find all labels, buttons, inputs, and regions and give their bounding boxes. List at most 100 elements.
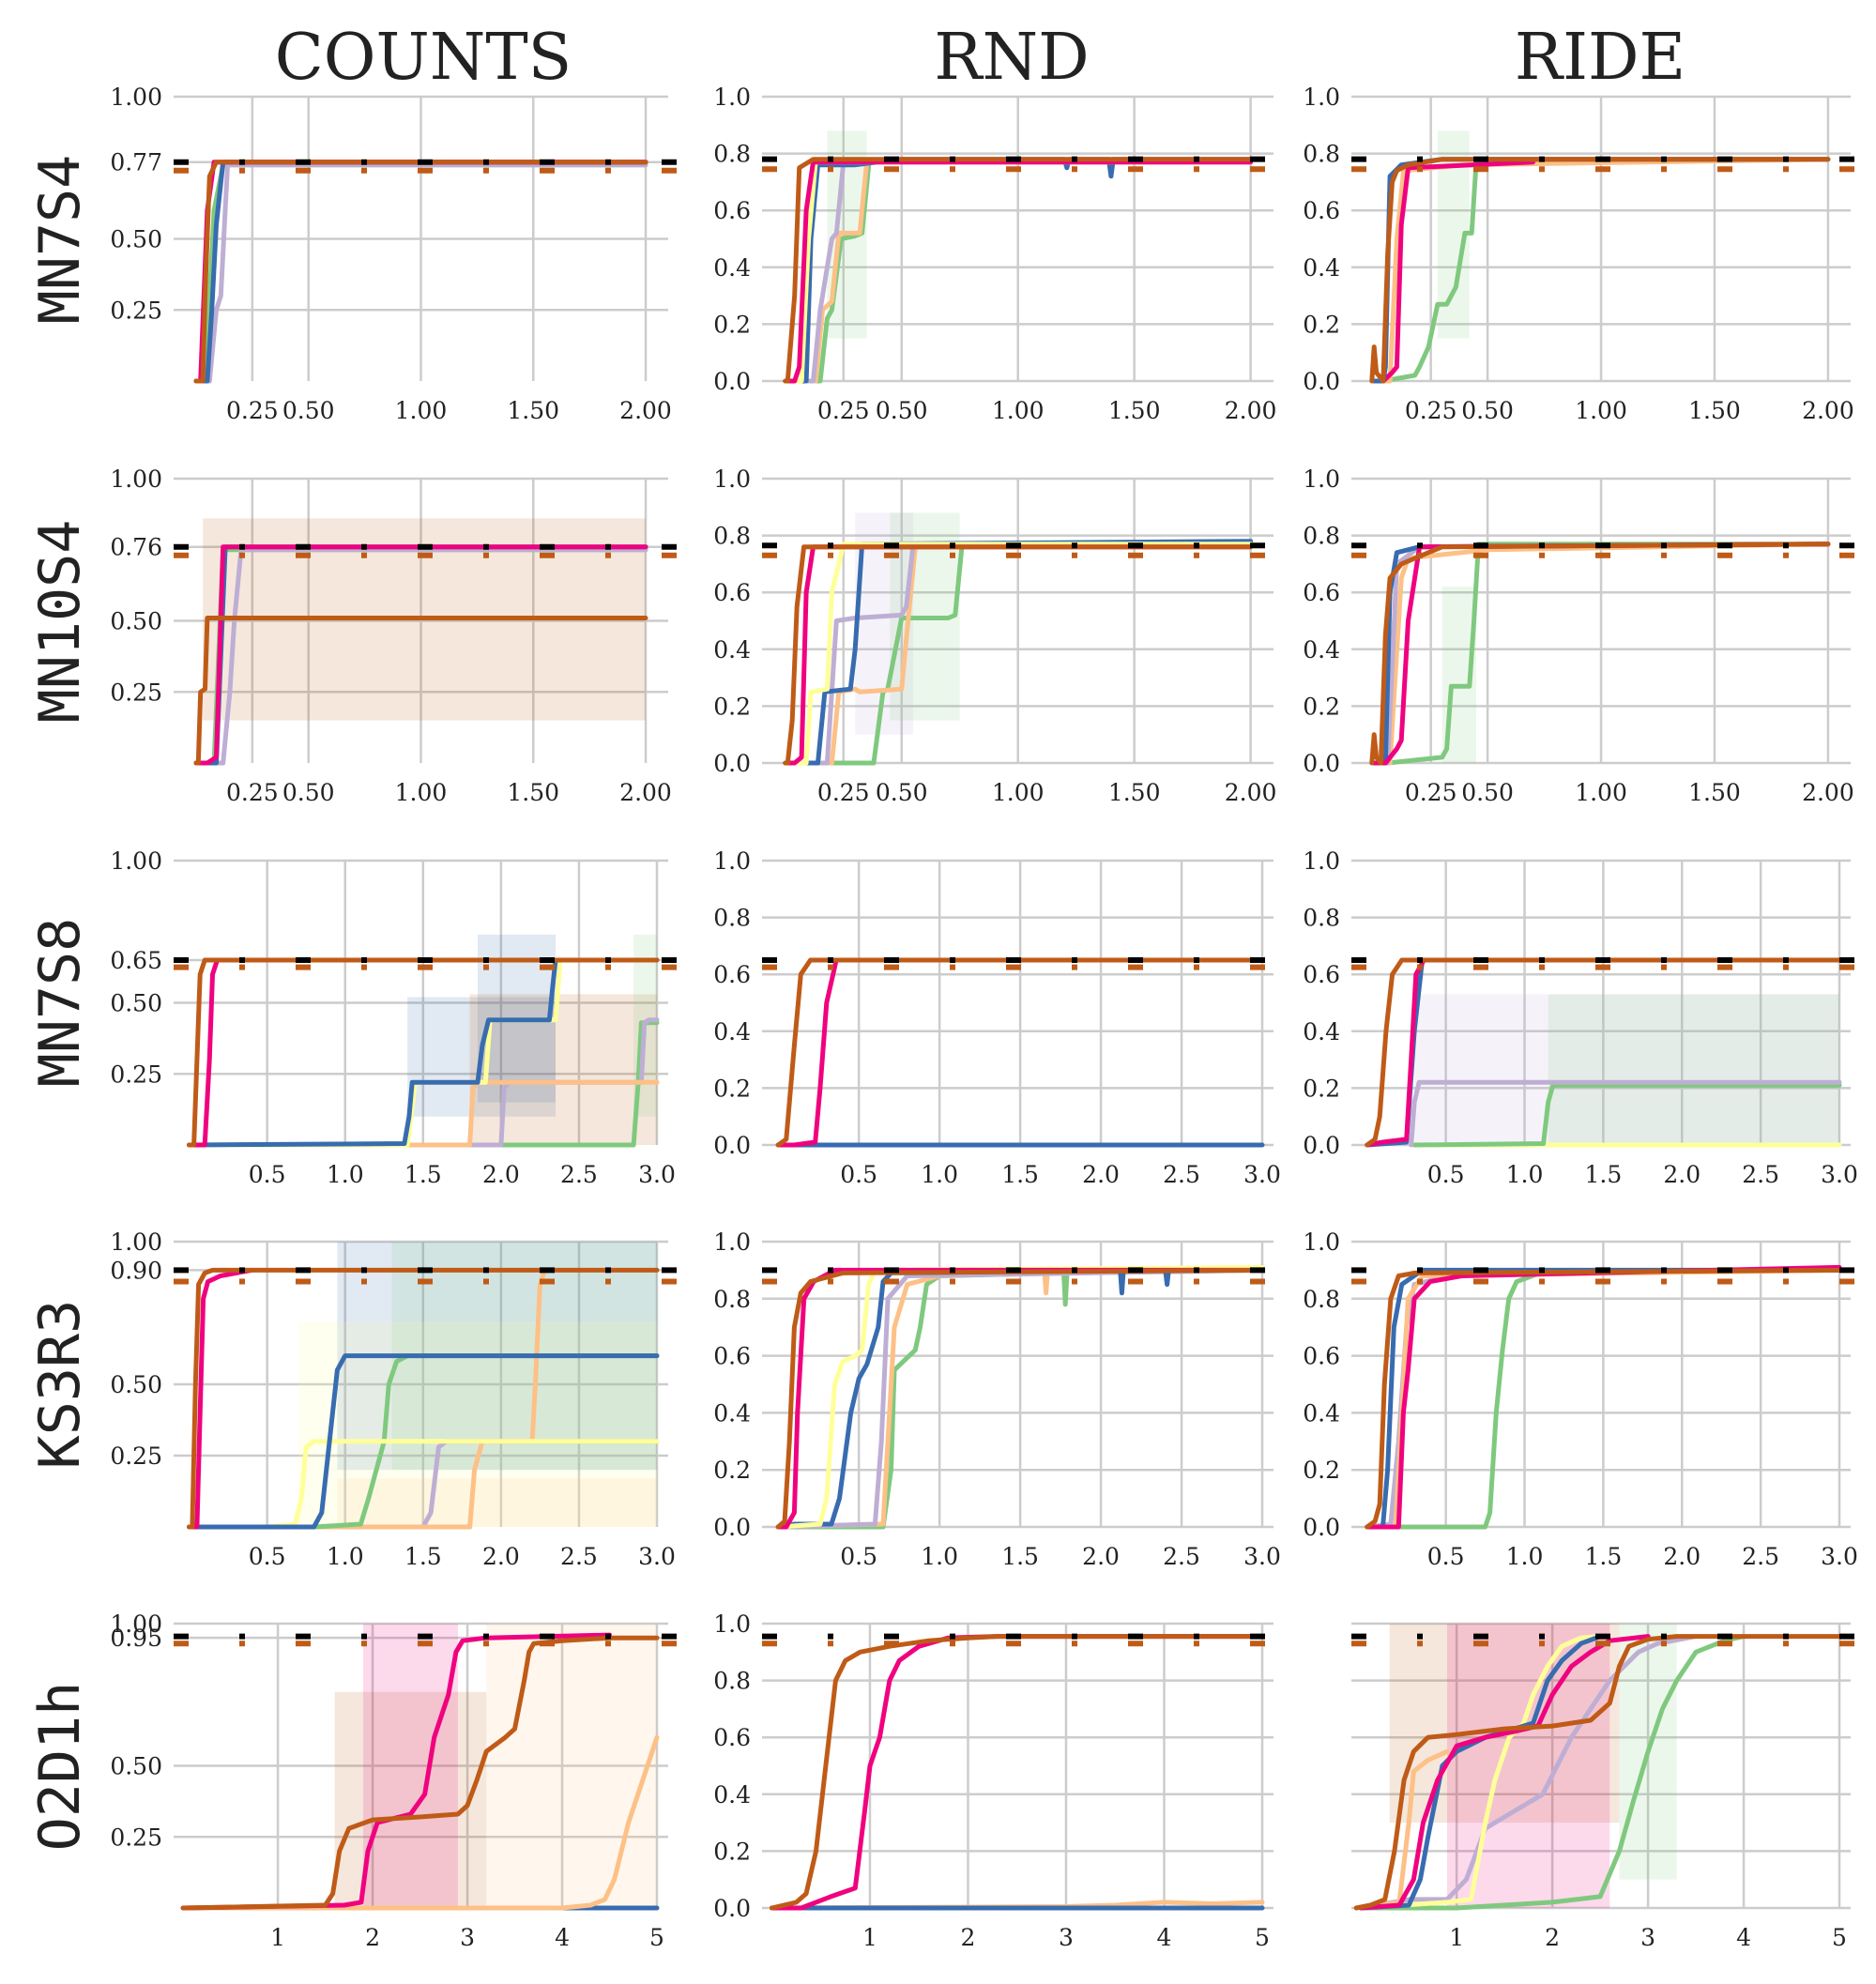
x-tick-label: 1.50 — [1688, 779, 1741, 806]
y-tick-label: 0.0 — [713, 750, 751, 777]
series-line-green — [1396, 1267, 1842, 1530]
row-label-o2d1h: O2D1h — [27, 1682, 93, 1852]
y-tick-label: 0.6 — [713, 1724, 751, 1751]
panel-mn7s4-ride: 0.0 0.2 0.4 0.6 0.8 1.0 0.25 0.50 1.00 1.50 2.00 — [1303, 84, 1863, 424]
confidence-band-purple — [1414, 994, 1839, 1145]
y-tick-label: 0.50 — [110, 226, 162, 253]
confidence-band-brown — [469, 994, 657, 1145]
x-tick-label: 0.5 — [1427, 1543, 1465, 1570]
x-tick-label: 0.5 — [249, 1161, 286, 1188]
x-tick-label: 5 — [1255, 1924, 1270, 1951]
y-tick-label: 0.8 — [713, 523, 751, 550]
x-tick-label: 2.00 — [619, 779, 672, 806]
column-title-rnd: RND — [934, 21, 1089, 95]
y-tick-label: 1.0 — [713, 847, 751, 875]
x-tick-label: 0.50 — [876, 779, 928, 806]
series-line-brown — [1353, 1634, 1842, 1911]
series-line-yellow — [775, 1264, 1265, 1530]
y-tick-label: 0.2 — [1303, 1457, 1340, 1484]
y-tick-label: 1.00 — [110, 847, 162, 875]
y-tick-label: 0.2 — [1303, 311, 1340, 338]
series-line-purple — [1358, 1634, 1699, 1911]
x-tick-label: 2 — [1545, 1924, 1560, 1951]
x-tick-label: 2.00 — [1802, 397, 1854, 424]
x-tick-label: 2.00 — [1225, 779, 1277, 806]
y-tick-label: 0.8 — [713, 905, 751, 932]
confidence-band-pink — [362, 1624, 458, 1908]
y-tick-label: 0.50 — [110, 1753, 162, 1780]
x-tick-label: 2.5 — [1163, 1543, 1200, 1570]
panel-mn10s4-counts: 0.250.500.761.000.25 0.50 1.00 1.50 2.00 — [110, 465, 680, 806]
x-tick-label: 2.5 — [1742, 1543, 1779, 1570]
panel-mn10s4-ride: 0.0 0.2 0.4 0.6 0.8 1.0 0.25 0.50 1.00 1.50 2.00 — [1303, 465, 1863, 806]
confidence-band-green — [1548, 994, 1839, 1145]
series-line-green — [1358, 1634, 1746, 1911]
y-tick-label: 0.25 — [110, 297, 162, 324]
y-tick-label: 0.4 — [713, 636, 751, 664]
panel-o2d1h-rnd: 0.0 0.2 0.4 0.6 0.8 1.0 1 2 3 4 5 — [713, 1610, 1286, 1951]
y-tick-label: 0.8 — [1303, 523, 1340, 550]
y-tick-label: 1.00 — [110, 1610, 162, 1638]
y-tick-label: 1.00 — [110, 84, 162, 111]
x-tick-label: 1.00 — [992, 779, 1045, 806]
column-title-counts: COUNTS — [275, 21, 572, 95]
y-tick-label: 0.0 — [1303, 368, 1340, 395]
x-tick-label: 4 — [555, 1924, 570, 1951]
x-tick-label: 3.0 — [1821, 1543, 1858, 1570]
series-line-pink — [1365, 1264, 1842, 1530]
x-tick-label: 0.50 — [282, 779, 335, 806]
x-tick-label: 1.0 — [327, 1543, 364, 1570]
x-tick-label: 1.5 — [1001, 1161, 1039, 1188]
x-tick-label: 1.5 — [1585, 1543, 1623, 1570]
series-line-yellow — [187, 957, 660, 1148]
series-line-yellow — [783, 542, 1254, 766]
series-line-orange — [783, 542, 1254, 766]
column-title-ride: RIDE — [1515, 21, 1685, 95]
y-tick-label: 0.77 — [110, 149, 162, 176]
y-tick-label: 0.4 — [713, 1399, 751, 1427]
panel-mn7s4-counts: 0.250.500.771.000.25 0.50 1.00 1.50 2.00 — [110, 84, 680, 424]
x-tick-label: 2.5 — [560, 1543, 598, 1570]
x-tick-label: 0.50 — [1461, 779, 1514, 806]
confidence-band-brown — [334, 1691, 487, 1908]
y-tick-label: 0.4 — [713, 1781, 751, 1808]
series-line-green — [1371, 157, 1831, 384]
x-tick-label: 1.50 — [507, 397, 559, 424]
x-tick-label: 0.5 — [1427, 1161, 1465, 1188]
x-tick-label: 2.5 — [1163, 1161, 1200, 1188]
series-line-blue — [187, 957, 558, 1148]
y-tick-label: 0.2 — [713, 311, 751, 338]
series-line-orange — [775, 1267, 1265, 1530]
x-tick-label: 3.0 — [638, 1161, 676, 1188]
x-tick-label: 5 — [1832, 1924, 1847, 1951]
x-tick-label: 1.50 — [507, 779, 559, 806]
x-tick-label: 2.5 — [560, 1161, 598, 1188]
series-line-green — [1371, 542, 1831, 766]
y-tick-label: 1.00 — [110, 1229, 162, 1256]
series-line-brown — [193, 616, 648, 766]
series-line-green — [1411, 1082, 1842, 1148]
x-tick-label: 2.0 — [1082, 1161, 1120, 1188]
y-tick-label: 0.2 — [713, 1075, 751, 1102]
y-tick-label: 0.50 — [110, 990, 162, 1017]
x-tick-label: 0.25 — [817, 397, 870, 424]
y-tick-label: 0.25 — [110, 1061, 162, 1088]
x-tick-label: 1 — [270, 1924, 285, 1951]
series-line-brown — [187, 1267, 660, 1530]
x-tick-label: 1.0 — [921, 1161, 958, 1188]
x-tick-label: 0.50 — [876, 397, 928, 424]
series-line-pink — [187, 1267, 254, 1530]
x-tick-label: 1.0 — [327, 1161, 364, 1188]
panel-ks3r3-ride: 0.0 0.2 0.4 0.6 0.8 1.0 0.5 1.0 1.5 2.0 2.5 3.0 — [1303, 1229, 1863, 1570]
y-tick-label: 0.0 — [713, 1895, 751, 1922]
x-tick-label: 3.0 — [638, 1543, 676, 1570]
y-tick-label: 0.8 — [713, 141, 751, 168]
x-tick-label: 1 — [1449, 1924, 1464, 1951]
series-line-pink — [770, 1634, 1265, 1911]
panel-ks3r3-counts: 0.25 0.50 0.901.00 0.5 1.0 1.5 2.0 2.5 3.0 — [110, 1229, 680, 1570]
y-tick-label: 0.6 — [713, 1343, 751, 1370]
y-tick-label: 0.6 — [1303, 961, 1340, 988]
y-tick-label: 0.4 — [1303, 636, 1340, 664]
y-tick-label: 1.0 — [713, 84, 751, 111]
x-tick-label: 3 — [460, 1924, 475, 1951]
